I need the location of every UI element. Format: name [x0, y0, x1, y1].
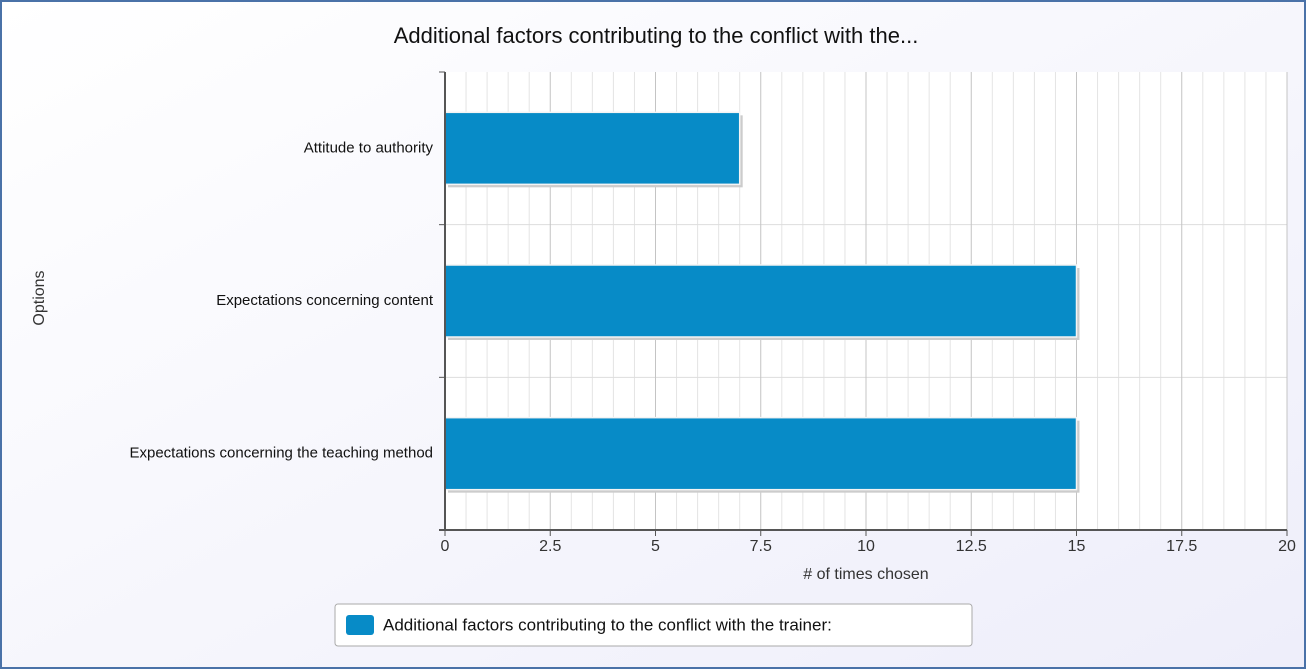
legend-swatch — [346, 615, 374, 635]
x-tick-label: 15 — [1068, 538, 1086, 555]
x-tick-label: 2.5 — [539, 538, 561, 555]
bar — [444, 264, 1078, 338]
y-tick-label: Expectations concerning content — [216, 292, 434, 309]
x-tick-label: 10 — [857, 538, 875, 555]
y-axis-title: Options — [31, 270, 48, 325]
x-axis-title: # of times chosen — [803, 566, 928, 583]
x-tick-label: 12.5 — [956, 538, 987, 555]
x-tick-label: 20 — [1278, 538, 1296, 555]
x-tick-label: 0 — [441, 538, 450, 555]
x-tick-label: 17.5 — [1166, 538, 1197, 555]
y-tick-label: Expectations concerning the teaching met… — [129, 445, 433, 462]
y-tick-label: Attitude to authority — [304, 139, 434, 156]
bar — [444, 111, 741, 186]
x-tick-label: 5 — [651, 538, 660, 555]
chart-title: Additional factors contributing to the c… — [394, 23, 919, 48]
x-tick-label: 7.5 — [750, 538, 772, 555]
bar — [444, 416, 1078, 491]
legend-label: Additional factors contributing to the c… — [383, 615, 832, 634]
legend — [334, 603, 973, 647]
